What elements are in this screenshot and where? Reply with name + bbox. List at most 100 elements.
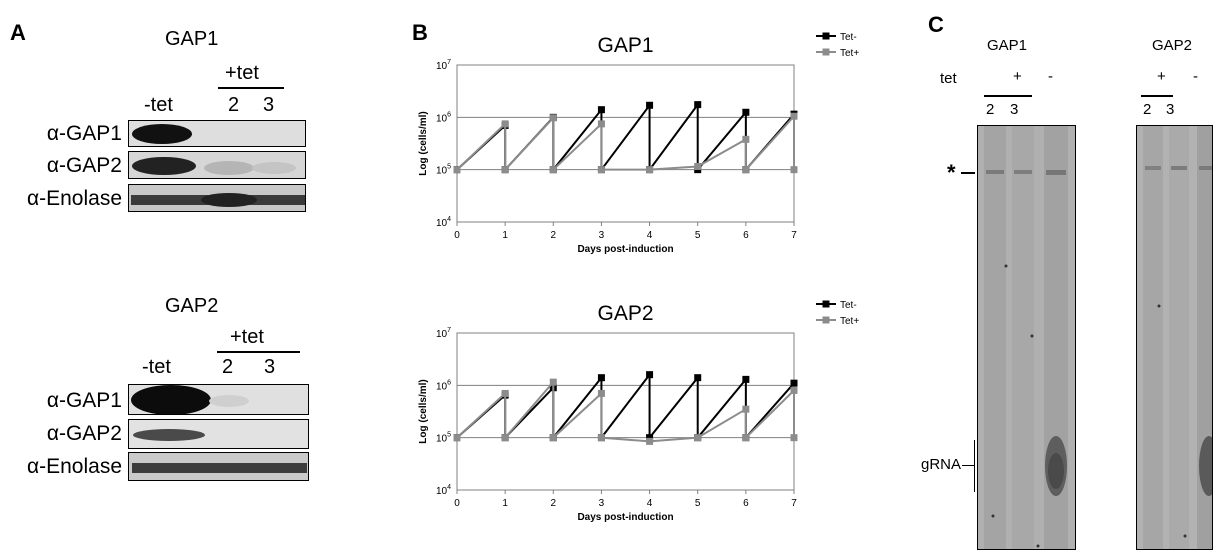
gel-grna-tick (962, 465, 974, 466)
data-point (549, 378, 557, 386)
data-point (742, 375, 750, 383)
data-point (597, 166, 605, 174)
legend-label: Tet+ (840, 316, 859, 327)
blot-1-tet-header: +tet (225, 62, 259, 84)
plot-frame (456, 64, 795, 223)
data-point (790, 166, 798, 174)
y-axis-label: Log (cells/ml) (418, 111, 429, 175)
chart-title: GAP1 (597, 34, 653, 57)
legend-marker (822, 316, 830, 324)
data-point (742, 108, 750, 116)
data-point (453, 434, 461, 442)
blot-2-lane-2: 2 (222, 356, 234, 378)
blot-2-lane-minus-tet: -tet (142, 356, 171, 378)
x-axis-label: Days post-induction (577, 244, 673, 255)
data-point (501, 166, 509, 174)
chart-title: GAP2 (597, 302, 653, 325)
data-point (742, 166, 750, 174)
y-tick-label: 104 (436, 216, 451, 229)
blot-1-strip-gap2-bands (129, 152, 305, 178)
blot-2-tet-header: +tet (230, 326, 264, 348)
gel-grna-label: gRNA (921, 456, 962, 473)
blot-2-strip-gap1 (128, 384, 309, 415)
gel-grna-bracket (974, 440, 975, 492)
blot-2-strip-gap1-bands (129, 385, 308, 414)
blot-1-lane-minus-tet: -tet (144, 94, 173, 116)
gel-2-minus: - (1193, 68, 1198, 85)
blot-2-row-label: α-Enolase (26, 455, 122, 478)
gel-1-title: GAP1 (987, 37, 1028, 54)
blot-1-strip-enolase-bands (129, 185, 305, 211)
y-tick-label: 105 (436, 432, 451, 445)
data-point (694, 434, 702, 442)
growth-charts: GAP1 104 105 106 107 0 1 2 3 4 5 6 7 Days post-induct… (418, 32, 859, 523)
gel-2-lane-3: 3 (1166, 101, 1175, 118)
blot-2-strip-enolase-bands (129, 453, 308, 480)
panel-b-letter: B (412, 20, 428, 45)
data-point (549, 114, 557, 122)
blot-1-title: GAP1 (165, 28, 219, 50)
data-point (646, 437, 654, 445)
gel-1-lane-3: 3 (1010, 101, 1019, 118)
gel-1-plus: + (1013, 68, 1022, 85)
y-tick-label: 107 (436, 327, 451, 340)
x-tick-label: 2 (551, 230, 557, 241)
data-point (501, 434, 509, 442)
panel-c-letter: C (928, 12, 944, 37)
y-tick-label: 107 (436, 59, 451, 72)
x-tick-label: 1 (502, 498, 508, 509)
data-point (549, 166, 557, 174)
gel-2-title: GAP2 (1152, 37, 1193, 54)
y-tick-label: 106 (436, 111, 451, 124)
gel-star-marker: * (947, 160, 956, 185)
x-tick-label: 4 (647, 230, 653, 241)
gel-2-tet-bar (1141, 95, 1173, 97)
data-point (694, 101, 702, 109)
x-axis-label: Days post-induction (577, 512, 673, 523)
blot-1-strip-gap1 (128, 120, 306, 147)
data-point (453, 166, 461, 174)
x-tick-label: 7 (791, 230, 797, 241)
x-tick-label: 7 (791, 498, 797, 509)
data-point (646, 371, 654, 379)
data-point (501, 120, 509, 128)
gel-1-image (977, 125, 1076, 550)
blot-2-row-label: α-GAP2 (46, 422, 122, 445)
x-tick-label: 6 (743, 230, 749, 241)
data-point (694, 162, 702, 170)
gel-1-tet-bar (984, 95, 1032, 97)
blot-1-lane-2: 2 (228, 94, 240, 116)
legend-label: Tet- (840, 300, 857, 311)
blot-1-row-label: α-GAP2 (46, 154, 122, 177)
blot-2-row-label: α-GAP1 (46, 389, 122, 412)
gel-1-minus: - (1048, 68, 1053, 85)
y-axis-label: Log (cells/ml) (418, 379, 429, 443)
data-point (742, 135, 750, 143)
blot-1-lane-3: 3 (263, 94, 275, 116)
gel-star-tick (961, 172, 975, 174)
blot-2-lane-3: 3 (264, 356, 276, 378)
gel-tet-label: tet (940, 70, 957, 87)
x-tick-label: 5 (695, 230, 701, 241)
y-tick-label: 106 (436, 379, 451, 392)
data-point (646, 101, 654, 109)
gel-1-bands (978, 126, 1075, 549)
data-point (549, 434, 557, 442)
x-tick-label: 2 (551, 498, 557, 509)
blot-1-tet-bar (218, 87, 284, 89)
x-tick-label: 3 (599, 498, 605, 509)
data-point (742, 434, 750, 442)
data-point (597, 120, 605, 128)
gel-2-bands (1137, 126, 1212, 549)
x-tick-label: 0 (454, 498, 460, 509)
x-tick-label: 3 (599, 230, 605, 241)
panel-a-letter: A (10, 20, 26, 45)
data-point (742, 405, 750, 413)
x-tick-label: 1 (502, 230, 508, 241)
gel-2-image (1136, 125, 1213, 550)
data-point (597, 389, 605, 397)
x-tick-label: 4 (647, 498, 653, 509)
chart-gap2: GAP2 104 105 106 107 0 1 2 3 4 5 6 7 Days post-induct… (418, 300, 859, 523)
y-tick-label: 105 (436, 164, 451, 177)
legend-marker (822, 32, 830, 40)
